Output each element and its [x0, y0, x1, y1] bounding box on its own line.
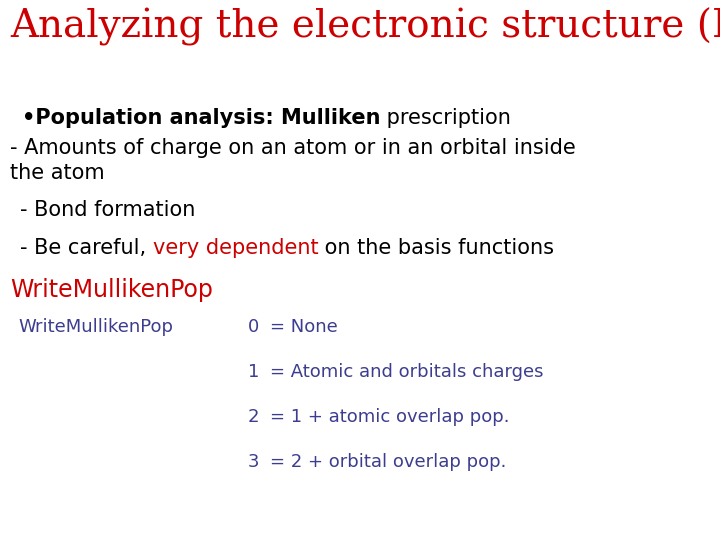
Text: Analyzing the electronic structure (III): Analyzing the electronic structure (III) [10, 8, 720, 46]
Text: the atom: the atom [10, 163, 104, 183]
Text: = 1 + atomic overlap pop.: = 1 + atomic overlap pop. [270, 408, 510, 426]
Text: 0: 0 [248, 318, 259, 336]
Text: - Bond formation: - Bond formation [20, 200, 195, 220]
Text: 1: 1 [248, 363, 259, 381]
Text: = None: = None [270, 318, 338, 336]
Text: WriteMullikenPop: WriteMullikenPop [10, 278, 213, 302]
Text: prescription: prescription [380, 108, 511, 128]
Text: = 2 + orbital overlap pop.: = 2 + orbital overlap pop. [270, 453, 506, 471]
Text: 3: 3 [248, 453, 259, 471]
Text: - Be careful,: - Be careful, [20, 238, 153, 258]
Text: very dependent: very dependent [153, 238, 318, 258]
Text: = Atomic and orbitals charges: = Atomic and orbitals charges [270, 363, 544, 381]
Text: •Population analysis: Mulliken: •Population analysis: Mulliken [22, 108, 380, 128]
Text: on the basis functions: on the basis functions [318, 238, 554, 258]
Text: 2: 2 [248, 408, 259, 426]
Text: WriteMullikenPop: WriteMullikenPop [18, 318, 173, 336]
Text: - Amounts of charge on an atom or in an orbital inside: - Amounts of charge on an atom or in an … [10, 138, 576, 158]
